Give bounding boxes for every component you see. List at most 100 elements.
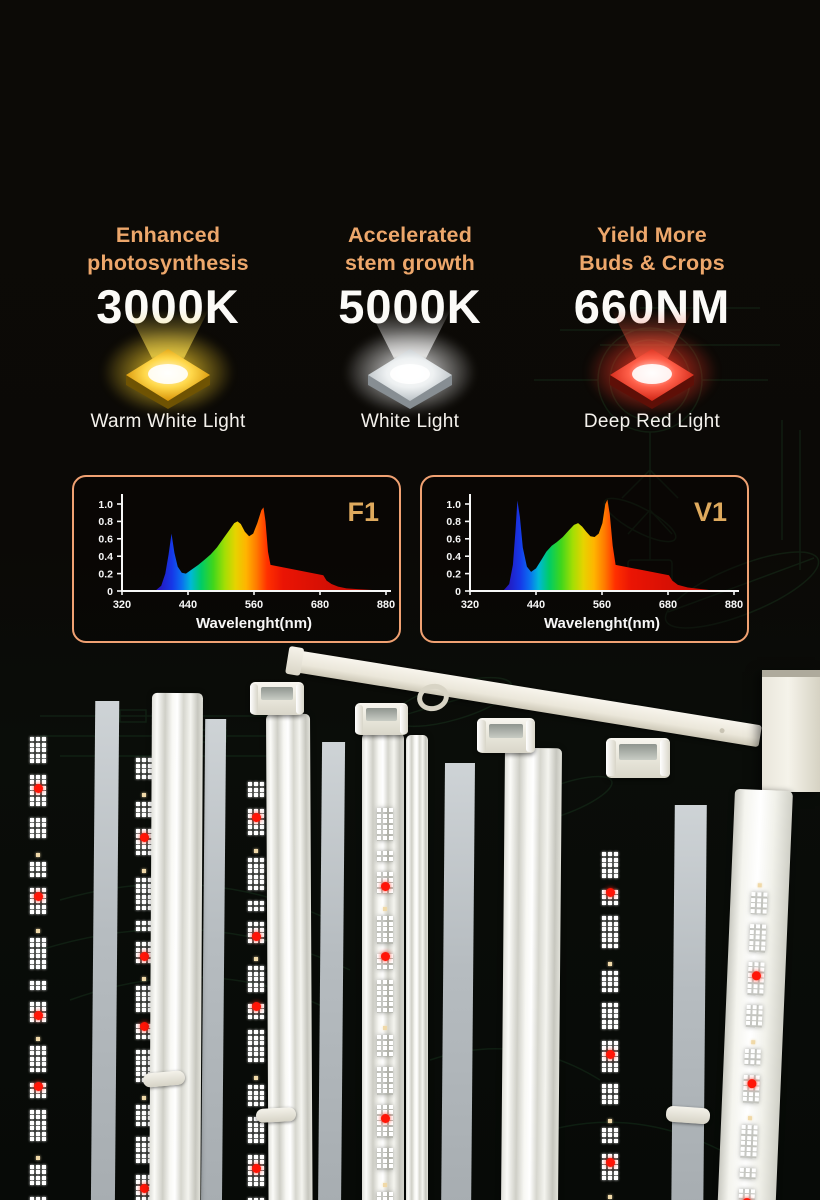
- white-led-dot: [42, 1007, 46, 1011]
- white-led-dot: [142, 958, 146, 963]
- white-led-dot: [142, 802, 146, 806]
- white-led-dot: [248, 782, 252, 786]
- white-led-dot: [260, 1139, 264, 1143]
- white-led-dot: [248, 1165, 252, 1170]
- warm-led-dot: [254, 957, 258, 961]
- red-led-dot: [605, 1158, 615, 1167]
- white-led-dot: [602, 863, 606, 867]
- white-led-dot: [744, 1053, 749, 1059]
- white-led-dot: [136, 1191, 140, 1195]
- white-led-dot: [377, 921, 381, 926]
- white-led-dot: [377, 835, 381, 840]
- white-led-dot: [383, 856, 387, 861]
- white-led-dot: [753, 1130, 758, 1135]
- led-row: [248, 808, 264, 813]
- white-led-dot: [36, 1018, 40, 1022]
- led-row: [30, 867, 46, 871]
- white-led-dot: [30, 1115, 34, 1119]
- white-led-dot: [36, 737, 40, 741]
- white-led-dot: [36, 1115, 40, 1119]
- led-row: [602, 916, 618, 920]
- warm-led-dot: [142, 977, 146, 981]
- white-led-dot: [42, 867, 46, 871]
- white-led-dot: [614, 1100, 618, 1104]
- white-led-dot: [389, 1089, 393, 1093]
- white-led-dot: [751, 1167, 756, 1172]
- x-tick-label: 680: [311, 599, 329, 611]
- white-led-dot: [142, 1116, 146, 1120]
- white-led-dot: [142, 1180, 146, 1184]
- led-row: [749, 940, 766, 946]
- white-led-dot: [754, 961, 759, 966]
- white-led-dot: [744, 1059, 749, 1064]
- led-row: [136, 942, 152, 946]
- led-row: [248, 938, 264, 943]
- white-led-dot: [254, 1182, 258, 1186]
- white-led-dot: [36, 959, 40, 964]
- white-led-dot: [136, 1137, 140, 1141]
- warm-led-dot: [608, 1118, 612, 1123]
- led-cluster: [248, 1002, 264, 1021]
- white-led-dot: [36, 759, 40, 763]
- white-led-dot: [136, 921, 140, 925]
- white-led-dot: [136, 1142, 140, 1147]
- white-led-dot: [42, 785, 46, 790]
- white-led-dot: [383, 1132, 387, 1136]
- white-led-dot: [36, 1051, 40, 1055]
- light-bar: [406, 735, 428, 1200]
- white-led-dot: [602, 938, 606, 942]
- white-led-dot: [248, 1052, 252, 1056]
- white-led-dot: [42, 1062, 46, 1066]
- led-row: [248, 1046, 264, 1051]
- led-cluster: [30, 1045, 46, 1074]
- white-led-dot: [30, 872, 34, 877]
- white-led-dot: [148, 878, 152, 882]
- white-led-dot: [742, 1096, 747, 1101]
- y-tick-label: 0.8: [446, 516, 461, 528]
- led-row: [30, 796, 46, 801]
- white-led-dot: [30, 867, 34, 871]
- led-cluster: [377, 872, 393, 894]
- white-led-dot: [383, 1089, 387, 1093]
- white-led-dot: [260, 1046, 264, 1051]
- white-led-dot: [602, 1046, 606, 1050]
- white-led-dot: [42, 1056, 46, 1061]
- white-led-dot: [148, 813, 152, 817]
- red-led-dot: [751, 971, 761, 981]
- white-led-dot: [36, 1001, 40, 1006]
- white-led-dot: [142, 986, 146, 990]
- led-row: [248, 988, 264, 992]
- white-led-dot: [36, 1056, 40, 1061]
- led-row: [248, 1030, 264, 1034]
- feature-caption: White Light: [360, 410, 460, 432]
- white-led-dot: [739, 1167, 744, 1172]
- led-cluster: [248, 1030, 264, 1063]
- led-row: [377, 1089, 393, 1093]
- white-led-dot: [389, 1115, 393, 1120]
- white-led-dot: [377, 819, 381, 823]
- led-row: [30, 1088, 46, 1093]
- white-led-dot: [30, 737, 34, 741]
- red-led-dot: [33, 892, 43, 901]
- clip-recess: [365, 708, 398, 721]
- white-led-dot: [748, 966, 753, 972]
- white-led-dot: [752, 1010, 757, 1015]
- white-led-dot: [30, 1131, 34, 1136]
- white-led-dot: [142, 1121, 146, 1126]
- white-led-dot: [254, 1128, 258, 1132]
- white-led-dot: [260, 825, 264, 829]
- white-led-dot: [389, 1132, 393, 1136]
- white-led-dot: [248, 1014, 252, 1019]
- led-row: [377, 1191, 393, 1196]
- white-led-dot: [142, 774, 146, 779]
- white-led-dot: [142, 1137, 146, 1141]
- white-led-dot: [42, 1120, 46, 1125]
- white-led-dot: [383, 1002, 387, 1006]
- white-led-dot: [42, 943, 46, 947]
- led-cluster: [377, 952, 393, 970]
- led-row: [377, 819, 393, 823]
- white-led-dot: [377, 1078, 381, 1082]
- white-led-dot: [383, 1040, 387, 1045]
- led-cluster: [750, 891, 768, 915]
- white-led-dot: [608, 1062, 612, 1067]
